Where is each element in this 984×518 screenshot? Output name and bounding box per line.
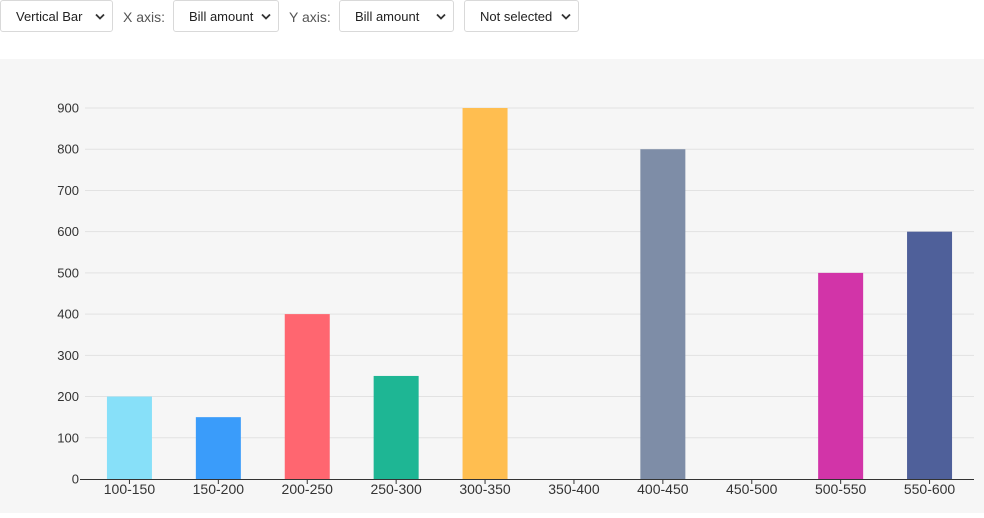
chart-area: 0 100 200 300 400 500 600 700 800 900 100-150 150-2… — [0, 59, 984, 513]
bar — [284, 314, 330, 479]
y-axis-value: Bill amount — [355, 9, 420, 24]
group-by-select[interactable]: Not selected — [464, 0, 579, 32]
y-tick-label: 300 — [57, 348, 79, 363]
bar — [373, 375, 419, 479]
bar — [907, 231, 953, 479]
x-tick-label: 300-350 — [459, 481, 511, 497]
bar — [462, 108, 508, 479]
chevron-down-icon — [95, 13, 105, 20]
y-tick-label: 600 — [57, 224, 79, 239]
y-tick-label: 100 — [57, 430, 79, 445]
chart-type-select[interactable]: Vertical Bar — [0, 0, 113, 32]
y-tick-label: 900 — [57, 101, 79, 116]
chart-type-value: Vertical Bar — [16, 9, 83, 24]
x-tick-label: 450-500 — [726, 481, 778, 497]
x-tick-label: 500-550 — [815, 481, 867, 497]
chevron-down-icon — [561, 13, 571, 20]
y-tick-label: 800 — [57, 142, 79, 157]
x-tick-label: 150-200 — [193, 481, 245, 497]
y-axis-label: Y axis: — [289, 9, 331, 25]
x-tick-label: 550-600 — [904, 481, 956, 497]
x-tick-label: 250-300 — [370, 481, 422, 497]
y-tick-label: 200 — [57, 389, 79, 404]
bar — [818, 272, 864, 479]
x-tick-label: 200-250 — [282, 481, 334, 497]
bar — [640, 149, 686, 479]
y-tick-label: 0 — [72, 472, 79, 487]
x-tick-label: 350-400 — [548, 481, 600, 497]
bar — [106, 396, 152, 479]
x-tick-label: 400-450 — [637, 481, 689, 497]
x-axis-select[interactable]: Bill amount — [173, 0, 279, 32]
y-tick-label: 700 — [57, 183, 79, 198]
chevron-down-icon — [436, 13, 446, 20]
chevron-down-icon — [261, 13, 271, 20]
group-by-value: Not selected — [480, 9, 553, 24]
y-tick-label: 500 — [57, 265, 79, 280]
y-tick-label: 400 — [57, 307, 79, 322]
bar — [195, 417, 241, 479]
x-axis-value: Bill amount — [189, 9, 254, 24]
y-axis-select[interactable]: Bill amount — [339, 0, 454, 32]
x-axis-label: X axis: — [123, 9, 166, 25]
chart-toolbar: Vertical Bar X axis: Bill amount Y axis:… — [0, 0, 984, 59]
bar-chart: 0 100 200 300 400 500 600 700 800 900 100-150 150-2… — [57, 101, 974, 497]
x-tick-label: 100-150 — [104, 481, 156, 497]
